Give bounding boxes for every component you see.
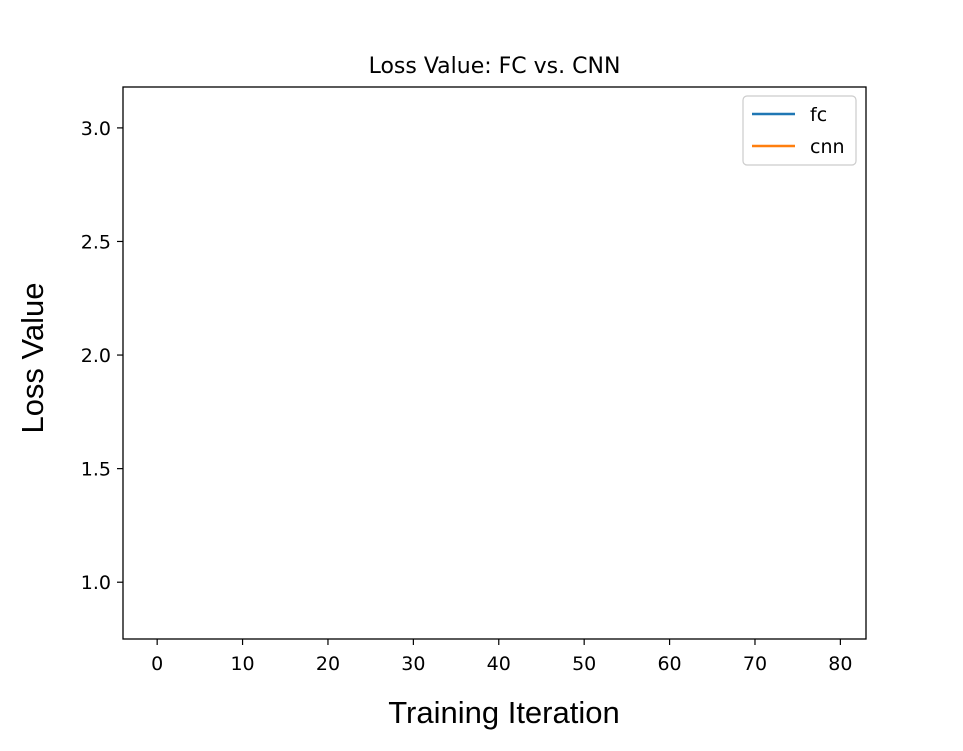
legend: fc cnn <box>742 95 857 166</box>
y-tick-label: 1.0 <box>81 572 111 594</box>
x-tick-label: 0 <box>151 653 163 675</box>
x-tick-label: 80 <box>828 653 852 675</box>
x-axis-ticks: 0 10 20 30 40 50 60 70 80 <box>151 639 852 675</box>
x-tick-label: 10 <box>230 653 254 675</box>
y-axis-title: Loss Value <box>15 282 50 433</box>
x-tick-label: 70 <box>743 653 767 675</box>
x-tick-label: 30 <box>401 653 425 675</box>
y-tick-label: 2.5 <box>81 231 111 253</box>
plot-area-frame <box>122 86 867 640</box>
x-tick-label: 50 <box>572 653 596 675</box>
x-axis-title: Training Iteration <box>388 695 619 730</box>
legend-entries: fc cnn <box>752 104 845 158</box>
x-tick-label: 60 <box>657 653 681 675</box>
y-tick-label: 3.0 <box>81 118 111 140</box>
y-tick-label: 2.0 <box>81 345 111 367</box>
x-tick-label: 20 <box>316 653 340 675</box>
x-tick-label: 40 <box>487 653 511 675</box>
y-tick-label: 1.5 <box>81 459 111 481</box>
legend-label-fc: fc <box>810 104 827 126</box>
legend-label-cnn: cnn <box>810 136 845 158</box>
y-axis-ticks: 1.0 1.5 2.0 2.5 3.0 <box>81 118 123 594</box>
chart-title: Loss Value: FC vs. CNN <box>369 54 621 79</box>
